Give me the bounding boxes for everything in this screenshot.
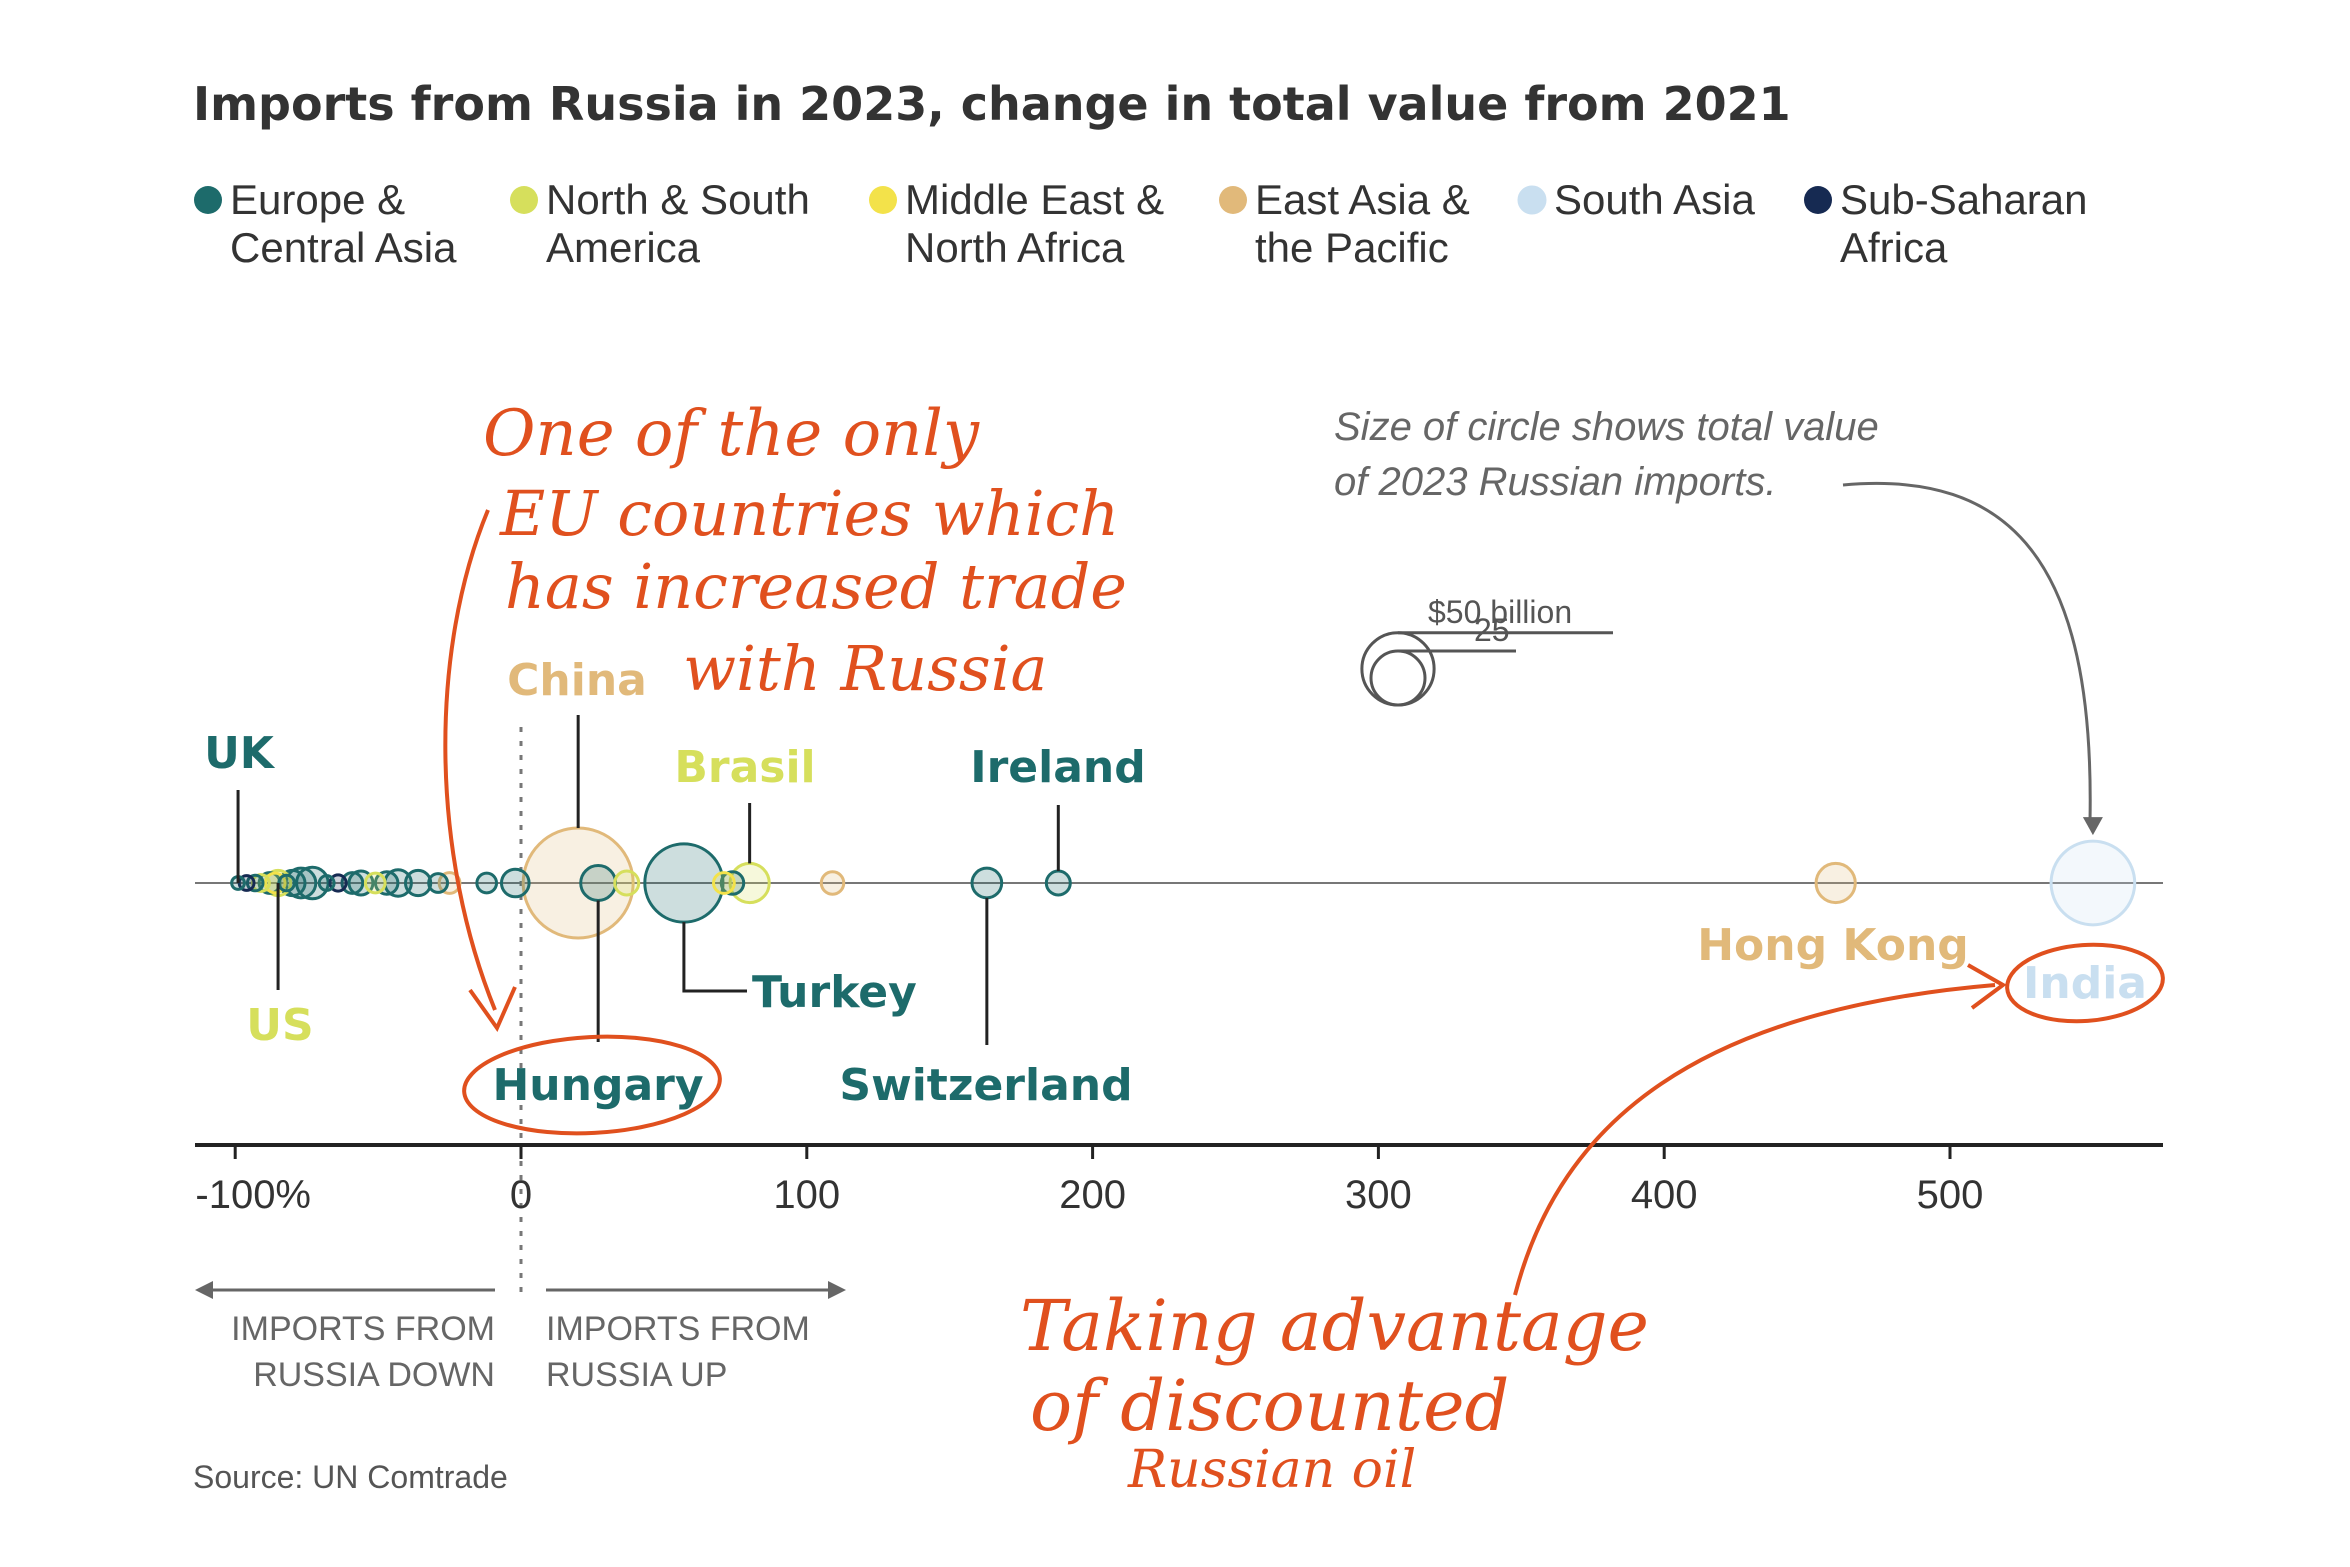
india-circle	[2005, 942, 2165, 1024]
hungary-note-line4: with Russia	[683, 632, 1048, 705]
bubble-switzerland	[970, 866, 1004, 900]
bubble	[712, 871, 736, 895]
bubble-hong-kong	[1814, 861, 1857, 905]
bubble	[613, 869, 641, 897]
size-note-arrow-head	[2082, 817, 2103, 836]
label-uk: UK	[204, 728, 276, 779]
india-note-line2: of discounted	[1030, 1365, 1509, 1447]
label-us: US	[246, 1000, 313, 1051]
x-tick-label: 0	[510, 1173, 532, 1217]
bubble-hungary	[579, 864, 618, 902]
size-circle-25b	[1369, 649, 1427, 707]
legend-swatch-east_asia_pacific	[1219, 186, 1247, 214]
hungary-note-arrow	[443, 509, 497, 1011]
x-tick-label: -100%	[195, 1173, 311, 1217]
arrow-up-head	[828, 1281, 846, 1299]
legend-label-europe_central_asia: Europe &	[230, 176, 405, 223]
direction-down-line2: RUSSIA DOWN	[253, 1356, 495, 1394]
legend-label-sub_saharan_africa: Sub-Saharan	[1840, 176, 2088, 223]
size-note-line1: Size of circle shows total value	[1334, 405, 1879, 449]
legend-label-east_asia_pacific: East Asia &	[1255, 176, 1470, 223]
direction-up-line2: RUSSIA UP	[546, 1356, 727, 1394]
bubble-india	[2049, 839, 2137, 927]
legend-swatch-north_south_america	[510, 186, 538, 214]
x-axis: -100% 0 100 200 300 400 500	[195, 1143, 2163, 1217]
bubble	[499, 867, 531, 899]
gridlines	[195, 727, 2163, 1300]
label-switzerland: Switzerland	[839, 1060, 1132, 1111]
legend-label-south_asia: South Asia	[1554, 176, 1755, 223]
bubble	[819, 870, 846, 896]
legend-label-east_asia_pacific-line2: the Pacific	[1255, 224, 1449, 271]
direction-labels: IMPORTS FROM RUSSIA DOWN IMPORTS FROM RUSSI…	[195, 1281, 846, 1394]
x-tick-label: 100	[773, 1173, 840, 1217]
arrow-down-head	[195, 1281, 213, 1299]
india-note-arrow-head	[1967, 963, 2007, 1010]
hungary-circle	[462, 1034, 722, 1136]
bubble-ireland	[1044, 869, 1072, 897]
bubble	[340, 871, 365, 895]
bubble	[403, 868, 433, 898]
legend-swatch-middle_east_north_africa	[869, 186, 897, 214]
label-brasil: Brasil	[674, 742, 815, 793]
bubble	[427, 872, 450, 894]
bubble	[317, 874, 336, 892]
label-hong-kong: Hong Kong	[1697, 920, 1969, 971]
bubble-turkey	[643, 842, 725, 924]
legend-label-sub_saharan_africa-line2: Africa	[1840, 224, 1948, 271]
legend: Europe &Central Asia North & SouthAmerica…	[194, 176, 2088, 271]
legend-label-europe_central_asia-line2: Central Asia	[230, 224, 457, 271]
hungary-note-line3: has increased trade	[505, 550, 1127, 623]
legend-label-middle_east_north_africa: Middle East &	[905, 176, 1164, 223]
label-china: China	[507, 655, 647, 706]
size-legend: Size of circle shows total value of 2023 …	[1334, 405, 2103, 836]
country-labels: UK US China Hungary Turkey Brasil Switzerland I…	[204, 655, 2147, 1111]
label-india: India	[2023, 958, 2147, 1009]
direction-up-line1: IMPORTS FROM	[546, 1310, 810, 1348]
direction-down-line1: IMPORTS FROM	[231, 1310, 495, 1348]
label-turkey: Turkey	[752, 967, 917, 1018]
legend-label-north_south_america-line2: America	[546, 224, 701, 271]
label-ireland: Ireland	[970, 742, 1146, 793]
size-note-line2: of 2023 Russian imports.	[1334, 460, 1776, 504]
legend-swatch-europe_central_asia	[194, 186, 222, 214]
bubble	[251, 873, 271, 893]
bubble	[277, 873, 296, 893]
x-tick-label: 200	[1059, 1173, 1126, 1217]
legend-label-north_south_america: North & South	[546, 176, 810, 223]
x-tick-label: 300	[1345, 1173, 1412, 1217]
hungary-note-arrow-head	[468, 986, 517, 1033]
chart-title: Imports from Russia in 2023, change in t…	[193, 77, 1791, 131]
source-note: Source: UN Comtrade	[193, 1459, 508, 1495]
bubbles	[230, 826, 2137, 940]
bubble	[475, 871, 499, 895]
hungary-note-line2: EU countries which	[499, 477, 1119, 550]
legend-swatch-sub_saharan_africa	[1804, 186, 1832, 214]
x-tick-label: 500	[1917, 1173, 1984, 1217]
label-hungary: Hungary	[492, 1060, 703, 1111]
india-note-line3: Russian oil	[1127, 1440, 1416, 1500]
legend-label-middle_east_north_africa-line2: North Africa	[905, 224, 1125, 271]
bubble	[719, 870, 746, 896]
size-note-arrow	[1842, 481, 2092, 822]
bubble	[295, 865, 330, 901]
leader-turkey	[682, 922, 747, 993]
india-note-line1: Taking advantage	[1020, 1285, 1649, 1367]
legend-swatch-south_asia	[1517, 185, 1547, 215]
bubble	[373, 870, 400, 896]
hungary-note-line1: One of the only	[483, 397, 980, 471]
size-label-50b: $50 billion	[1428, 594, 1572, 630]
india-note-arrow	[1513, 983, 1996, 1296]
bubble	[363, 871, 387, 895]
x-tick-label: 400	[1631, 1173, 1698, 1217]
size-label-25b: 25	[1474, 612, 1510, 648]
